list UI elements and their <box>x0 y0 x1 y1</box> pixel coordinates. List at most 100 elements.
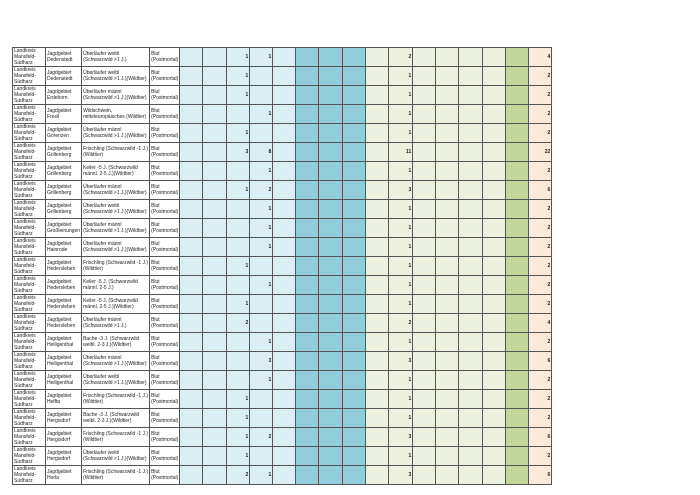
table-row: Landkreis Mansfeld-Südharz Jagdgebiet Erd… <box>12 85 553 105</box>
count-cell-g1 <box>365 47 390 67</box>
count-cell-d1 <box>295 237 320 257</box>
species-cell: Überläufer männl (Schwarzwild >1 J.)(Wil… <box>81 85 151 105</box>
total-cell: 2 <box>528 85 553 105</box>
sample-type-cell: Blut (Postmortal) <box>149 446 181 466</box>
count-cell-g3 <box>412 47 437 67</box>
count-cell-g1 <box>365 446 390 466</box>
count-cell-g6 <box>482 237 507 257</box>
count-cell-b4: 1 <box>249 161 274 181</box>
count-cell-d3 <box>342 180 367 200</box>
count-cell-b3: 1 <box>226 85 251 105</box>
total-cell: 2 <box>528 66 553 86</box>
count-cell-g2: 1 <box>388 104 414 124</box>
count-cell-g4 <box>435 104 460 124</box>
district-cell: Landkreis Mansfeld-Südharz <box>12 142 46 162</box>
count-cell-b3: 2 <box>226 465 251 485</box>
count-cell-b3: 1 <box>226 427 251 447</box>
count-cell-g5 <box>458 47 484 67</box>
count-cell-g4 <box>435 370 460 390</box>
count-cell-b2 <box>202 237 228 257</box>
count-cell-b5 <box>272 161 297 181</box>
count-cell-d2 <box>318 370 344 390</box>
count-cell-b2 <box>202 85 228 105</box>
sample-type-cell: Blut (Postmortal) <box>149 104 181 124</box>
hunting-area-cell: Jagdgebiet Grillenberg <box>44 161 83 181</box>
count-cell-b4: 1 <box>249 370 274 390</box>
count-cell-b4: 1 <box>249 104 274 124</box>
count-cell-g3 <box>412 313 437 333</box>
count-cell-b3 <box>226 275 251 295</box>
count-cell-green <box>505 351 530 371</box>
count-cell-d1 <box>295 256 320 276</box>
count-cell-d2 <box>318 85 344 105</box>
count-cell-g4 <box>435 123 460 143</box>
count-cell-d2 <box>318 66 344 86</box>
count-cell-b2 <box>202 370 228 390</box>
count-cell-green <box>505 85 530 105</box>
sample-type-cell: Blut (Postmortal) <box>149 237 181 257</box>
count-cell-green <box>505 47 530 67</box>
total-cell: 2 <box>528 389 553 409</box>
count-cell-b5 <box>272 180 297 200</box>
count-cell-d1 <box>295 427 320 447</box>
count-cell-g1 <box>365 313 390 333</box>
count-cell-g6 <box>482 313 507 333</box>
table-row: Landkreis Mansfeld-Südharz Jagdgebiet Hed… <box>12 275 553 295</box>
data-sheet: Landkreis Mansfeld-Südharz Jagdgebiet Ded… <box>12 47 553 485</box>
count-cell-d3 <box>342 351 367 371</box>
table-row: Landkreis Mansfeld-Südharz Jagdgebiet Hed… <box>12 294 553 314</box>
hunting-area-cell: Jagdgebiet Hergisdorf <box>44 408 83 428</box>
hunting-area-cell: Jagdgebiet Hergisdorf <box>44 427 83 447</box>
count-cell-d1 <box>295 199 320 219</box>
count-cell-b5 <box>272 47 297 67</box>
count-cell-b5 <box>272 85 297 105</box>
total-cell: 6 <box>528 351 553 371</box>
count-cell-green <box>505 180 530 200</box>
count-cell-d2 <box>318 275 344 295</box>
table-row: Landkreis Mansfeld-Südharz Jagdgebiet Fre… <box>12 104 553 124</box>
total-cell: 2 <box>528 161 553 181</box>
count-cell-d3 <box>342 275 367 295</box>
count-cell-b2 <box>202 142 228 162</box>
count-cell-g4 <box>435 142 460 162</box>
total-cell: 6 <box>528 465 553 485</box>
district-cell: Landkreis Mansfeld-Südharz <box>12 161 46 181</box>
count-cell-d3 <box>342 66 367 86</box>
count-cell-g1 <box>365 370 390 390</box>
district-cell: Landkreis Mansfeld-Südharz <box>12 104 46 124</box>
count-cell-green <box>505 408 530 428</box>
count-cell-b1 <box>179 370 204 390</box>
count-cell-d3 <box>342 104 367 124</box>
hunting-area-cell: Jagdgebiet Horla <box>44 465 83 485</box>
count-cell-green <box>505 313 530 333</box>
count-cell-d3 <box>342 47 367 67</box>
count-cell-g1 <box>365 218 390 238</box>
count-cell-g2: 1 <box>388 256 414 276</box>
hunting-area-cell: Jagdgebiet Heiligenthal <box>44 351 83 371</box>
species-cell: Überläufer männl (Schwarzwild >1 J.)(Wil… <box>81 218 151 238</box>
species-cell: Wildschwein, mitteleuropäisches (Wildtie… <box>81 104 151 124</box>
table-row: Landkreis Mansfeld-Südharz Jagdgebiet Hor… <box>12 465 553 485</box>
district-cell: Landkreis Mansfeld-Südharz <box>12 465 46 485</box>
count-cell-g2: 1 <box>388 275 414 295</box>
count-cell-g3 <box>412 180 437 200</box>
count-cell-d2 <box>318 313 344 333</box>
species-cell: Überläufer männl (Schwarzwild >1 J.)(Wil… <box>81 123 151 143</box>
species-cell: Bache -3 J. (Schwarzwild weibl. 2-3 J.)(… <box>81 332 151 352</box>
count-cell-green <box>505 256 530 276</box>
count-cell-b1 <box>179 465 204 485</box>
count-cell-g4 <box>435 389 460 409</box>
count-cell-g1 <box>365 104 390 124</box>
count-cell-b1 <box>179 180 204 200</box>
table-row: Landkreis Mansfeld-Südharz Jagdgebiet Hei… <box>12 351 553 371</box>
species-cell: Frischling (Schwarzwild -1 J.)(Wildtier) <box>81 465 151 485</box>
district-cell: Landkreis Mansfeld-Südharz <box>12 294 46 314</box>
count-cell-b5 <box>272 313 297 333</box>
count-cell-b4: 1 <box>249 47 274 67</box>
count-cell-b4: 2 <box>249 427 274 447</box>
count-cell-g4 <box>435 294 460 314</box>
count-cell-b5 <box>272 142 297 162</box>
count-cell-b1 <box>179 294 204 314</box>
count-cell-b3: 1 <box>226 294 251 314</box>
count-cell-g3 <box>412 370 437 390</box>
